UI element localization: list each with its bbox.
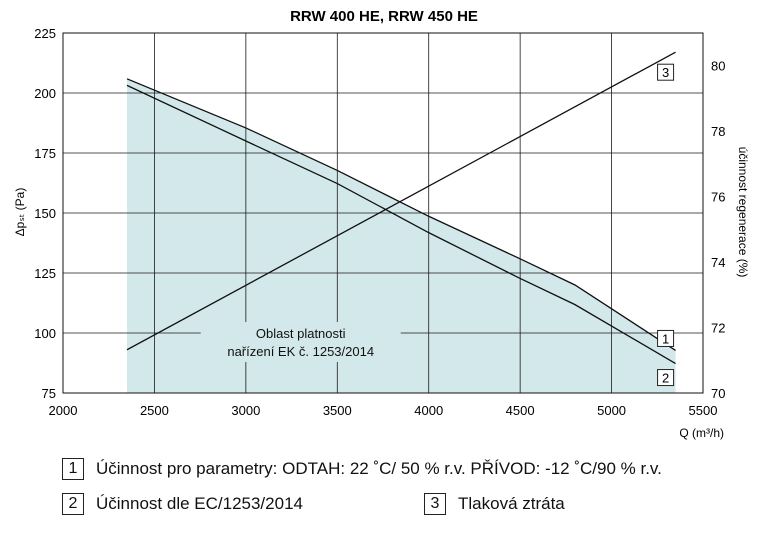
x-tick-label: 5500 <box>689 403 718 418</box>
x-tick-label: 5000 <box>597 403 626 418</box>
legend-item-3: 3 Tlaková ztráta <box>424 491 565 517</box>
legend-text-3: Tlaková ztráta <box>458 494 565 513</box>
validity-area <box>127 78 676 394</box>
series-markers: 1 2 3 <box>657 63 675 387</box>
x-tick-label: 2500 <box>140 403 169 418</box>
legend-item-1: 1 Účinnost pro parametry: ODTAH: 22 ˚C/ … <box>62 456 662 482</box>
y-right-tick-label: 74 <box>711 255 725 270</box>
legend-text-2: Účinnost dle EC/1253/2014 <box>96 494 303 513</box>
legend-marker-2: 2 <box>62 493 84 515</box>
x-tick-label: 3000 <box>231 403 260 418</box>
y-axis-left-label: Δpₛₜ (Pa) <box>13 188 27 237</box>
validity-area-label-bg <box>200 322 401 362</box>
series-line-2 <box>126 84 676 365</box>
y-axis-right: 70 72 74 76 78 80 <box>711 59 725 401</box>
y-left-tick-label: 100 <box>34 326 56 341</box>
validity-area-fill <box>127 78 676 394</box>
series-marker-box-2 <box>657 369 675 387</box>
legend-marker-1: 1 <box>62 458 84 480</box>
x-tick-label: 4000 <box>414 403 443 418</box>
y-left-tick-label: 150 <box>34 206 56 221</box>
y-left-tick-label: 175 <box>34 146 56 161</box>
y-right-tick-label: 80 <box>711 59 725 74</box>
y-left-tick-label: 200 <box>34 86 56 101</box>
x-tick-label: 4500 <box>506 403 535 418</box>
validity-area-label: Oblast platnosti nařízení EK č. 1253/2014 <box>200 322 401 362</box>
x-axis: 2000 2500 3000 3500 4000 4500 5000 5500 <box>49 403 718 418</box>
y-right-tick-label: 72 <box>711 321 725 336</box>
legend-text-1: Účinnost pro parametry: ODTAH: 22 ˚C/ 50… <box>96 459 662 478</box>
validity-area-label-line: nařízení EK č. 1253/2014 <box>227 344 374 359</box>
y-right-tick-label: 70 <box>711 386 725 401</box>
y-axis-right-label: účinnost regenerace (%) <box>736 147 750 278</box>
x-axis-label: Q (m³/h) <box>679 426 724 440</box>
series-lines <box>126 51 676 365</box>
series-marker-box-1 <box>657 329 675 347</box>
validity-area-label-line: Oblast platnosti <box>256 326 346 341</box>
y-left-tick-label: 75 <box>42 386 56 401</box>
plot-frame <box>62 32 704 394</box>
x-tick-label: 3500 <box>323 403 352 418</box>
series-marker-label-1: 1 <box>662 331 669 346</box>
series-marker-label-2: 2 <box>662 371 669 386</box>
y-left-tick-label: 225 <box>34 26 56 41</box>
plot-border <box>62 32 704 394</box>
series-line-3 <box>126 51 676 351</box>
series-line-1 <box>126 78 676 351</box>
series-marker-box-3 <box>657 63 675 81</box>
y-left-tick-label: 125 <box>34 266 56 281</box>
chart-title: RRW 400 HE, RRW 450 HE <box>290 8 478 25</box>
legend-item-2: 2 Účinnost dle EC/1253/2014 <box>62 491 303 517</box>
y-axis-left: 75 100 125 150 175 200 225 <box>34 26 56 401</box>
x-tick-label: 2000 <box>49 403 78 418</box>
y-right-tick-label: 78 <box>711 124 725 139</box>
series-marker-label-3: 3 <box>662 65 669 80</box>
y-right-tick-label: 76 <box>711 190 725 205</box>
legend-marker-3: 3 <box>424 493 446 515</box>
